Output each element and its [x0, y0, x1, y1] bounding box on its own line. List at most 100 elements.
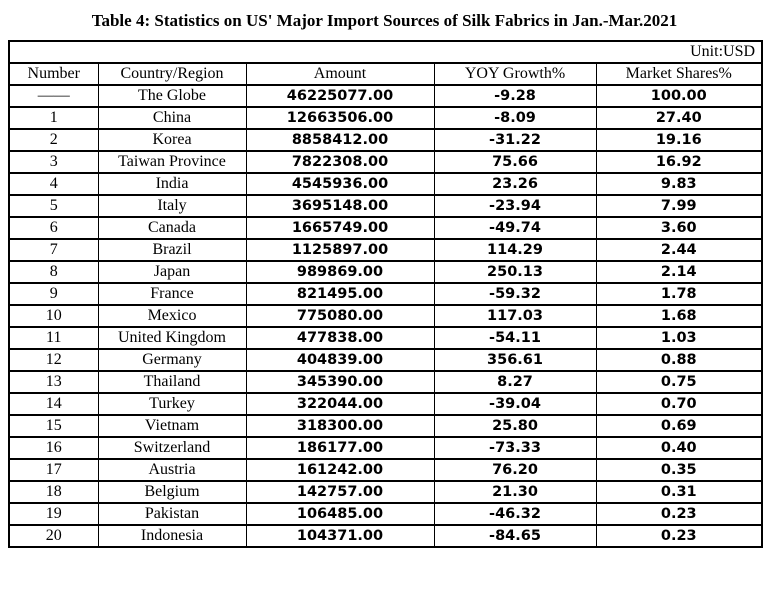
cell-number: 7 [8, 238, 99, 262]
cell-country: Pakistan [97, 502, 247, 526]
cell-country: Thailand [97, 370, 247, 394]
cell-country: The Globe [97, 84, 247, 108]
table-row: 5 Italy 3695148.00 -23.94 7.99 [8, 194, 763, 218]
cell-country: China [97, 106, 247, 130]
cell-share: 7.99 [595, 194, 763, 218]
cell-number: —— [8, 84, 99, 108]
cell-country: France [97, 282, 247, 306]
cell-amount: 775080.00 [245, 304, 435, 328]
header-row: Number Country/Region Amount YOY Growth% Mar… [8, 62, 763, 86]
cell-country: Japan [97, 260, 247, 284]
cell-number: 5 [8, 194, 99, 218]
cell-share: 1.78 [595, 282, 763, 306]
cell-number: 15 [8, 414, 99, 438]
cell-share: 3.60 [595, 216, 763, 240]
import-sources-table: Unit:USD Number Country/Region Amount YOY G… [8, 40, 764, 548]
cell-amount: 345390.00 [245, 370, 435, 394]
cell-number: 6 [8, 216, 99, 240]
column-header-yoy: YOY Growth% [433, 62, 597, 86]
cell-country: Brazil [97, 238, 247, 262]
cell-share: 0.23 [595, 524, 763, 548]
cell-yoy: 356.61 [433, 348, 597, 372]
cell-country: United Kingdom [97, 326, 247, 350]
cell-share: 1.03 [595, 326, 763, 350]
cell-amount: 989869.00 [245, 260, 435, 284]
table-row: 17 Austria 161242.00 76.20 0.35 [8, 458, 763, 482]
column-header-country: Country/Region [97, 62, 247, 86]
cell-country: Indonesia [97, 524, 247, 548]
table-row: 19 Pakistan 106485.00 -46.32 0.23 [8, 502, 763, 526]
table-row: 12 Germany 404839.00 356.61 0.88 [8, 348, 763, 372]
cell-amount: 142757.00 [245, 480, 435, 504]
cell-number: 13 [8, 370, 99, 394]
table-row: 8 Japan 989869.00 250.13 2.14 [8, 260, 763, 284]
cell-number: 2 [8, 128, 99, 152]
cell-yoy: -49.74 [433, 216, 597, 240]
cell-country: Germany [97, 348, 247, 372]
table-row: 15 Vietnam 318300.00 25.80 0.69 [8, 414, 763, 438]
cell-amount: 322044.00 [245, 392, 435, 416]
table-row: 4 India 4545936.00 23.26 9.83 [8, 172, 763, 196]
cell-number: 1 [8, 106, 99, 130]
cell-yoy: -46.32 [433, 502, 597, 526]
table-row: 6 Canada 1665749.00 -49.74 3.60 [8, 216, 763, 240]
cell-yoy: -84.65 [433, 524, 597, 548]
table-title: Table 4: Statistics on US' Major Import … [91, 11, 678, 30]
cell-country: Korea [97, 128, 247, 152]
cell-number: 16 [8, 436, 99, 460]
cell-amount: 104371.00 [245, 524, 435, 548]
cell-share: 0.70 [595, 392, 763, 416]
cell-yoy: -59.32 [433, 282, 597, 306]
cell-country: Mexico [97, 304, 247, 328]
cell-share: 0.88 [595, 348, 763, 372]
table-row: 10 Mexico 775080.00 117.03 1.68 [8, 304, 763, 328]
cell-number: 17 [8, 458, 99, 482]
table-row: 14 Turkey 322044.00 -39.04 0.70 [8, 392, 763, 416]
table-row: —— The Globe 46225077.00 -9.28 100.00 [8, 84, 763, 108]
cell-share: 0.75 [595, 370, 763, 394]
unit-row: Unit:USD [8, 40, 763, 64]
cell-country: Taiwan Province [97, 150, 247, 174]
cell-yoy: -73.33 [433, 436, 597, 460]
cell-yoy: 114.29 [433, 238, 597, 262]
table-row: 3 Taiwan Province 7822308.00 75.66 16.92 [8, 150, 763, 174]
table-row: 2 Korea 8858412.00 -31.22 19.16 [8, 128, 763, 152]
cell-amount: 318300.00 [245, 414, 435, 438]
cell-yoy: 21.30 [433, 480, 597, 504]
cell-share: 2.14 [595, 260, 763, 284]
cell-share: 2.44 [595, 238, 763, 262]
cell-share: 19.16 [595, 128, 763, 152]
cell-yoy: 8.27 [433, 370, 597, 394]
column-header-number: Number [8, 62, 99, 86]
cell-number: 8 [8, 260, 99, 284]
cell-country: Canada [97, 216, 247, 240]
cell-country: Belgium [97, 480, 247, 504]
cell-amount: 3695148.00 [245, 194, 435, 218]
column-header-amount: Amount [245, 62, 435, 86]
cell-country: Turkey [97, 392, 247, 416]
cell-amount: 1125897.00 [245, 238, 435, 262]
cell-yoy: 250.13 [433, 260, 597, 284]
cell-share: 27.40 [595, 106, 763, 130]
cell-share: 100.00 [595, 84, 763, 108]
table-body: —— The Globe 46225077.00 -9.28 100.00 1 China 1… [8, 84, 763, 548]
cell-amount: 12663506.00 [245, 106, 435, 130]
cell-yoy: 75.66 [433, 150, 597, 174]
cell-amount: 1665749.00 [245, 216, 435, 240]
cell-number: 4 [8, 172, 99, 196]
cell-number: 14 [8, 392, 99, 416]
cell-yoy: -8.09 [433, 106, 597, 130]
column-header-share: Market Shares% [595, 62, 763, 86]
cell-share: 0.23 [595, 502, 763, 526]
cell-yoy: 25.80 [433, 414, 597, 438]
table-row: 13 Thailand 345390.00 8.27 0.75 [8, 370, 763, 394]
cell-share: 0.69 [595, 414, 763, 438]
cell-amount: 7822308.00 [245, 150, 435, 174]
cell-yoy: 23.26 [433, 172, 597, 196]
cell-amount: 8858412.00 [245, 128, 435, 152]
cell-amount: 106485.00 [245, 502, 435, 526]
cell-amount: 477838.00 [245, 326, 435, 350]
cell-share: 1.68 [595, 304, 763, 328]
cell-number: 11 [8, 326, 99, 350]
